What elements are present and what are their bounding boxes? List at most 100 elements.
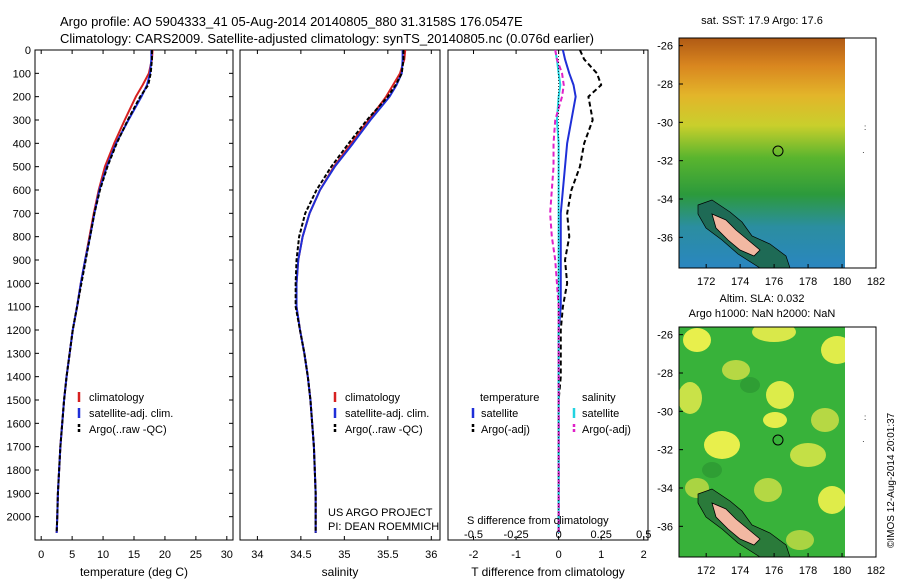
salinity-plot: 34 34.5 35 35.5 36 (251, 49, 437, 561)
lon-tick-label: 172 (697, 276, 715, 288)
x-tick-label: 25 (190, 549, 202, 561)
sla-blob (763, 412, 787, 428)
lat-tick-label: -30 (657, 117, 673, 129)
sla-map: Altim. SLA: 0.032 Argo h1000: NaN h2000:… (678, 293, 897, 558)
x-tick-label: 10 (97, 549, 109, 561)
lat-tick-label: -28 (657, 79, 673, 91)
series-line-satellite-adj-clim- (295, 50, 404, 533)
lat-tick-label: -30 (657, 406, 673, 418)
lon-tick-label: 182 (867, 565, 885, 577)
lon-tick-label: 174 (731, 565, 749, 577)
sla-blob (786, 530, 814, 550)
island-dots: : (864, 123, 866, 132)
x-tick-label: 0 (38, 549, 44, 561)
series-line-satellite-temperature- (557, 49, 577, 533)
sla-blob (683, 328, 711, 352)
x-tick-label: 20 (159, 549, 171, 561)
y-tick-label: 1300 (7, 348, 31, 360)
legend-label-climatology: climatology (345, 392, 401, 404)
lon-tick-label: 178 (799, 276, 817, 288)
legend-label-argo-sal: Argo(-adj) (582, 424, 631, 436)
lon-tick-label: 182 (867, 276, 885, 288)
sla-blob (740, 377, 760, 393)
sla-field (679, 327, 845, 557)
lat-tick-label: -34 (657, 194, 673, 206)
difference-plot: -2 -1 0 1 2 -0.5 -0.25 0 0.25 0.5 (464, 49, 651, 561)
x-tick-label: 1 (598, 549, 604, 561)
x-tick-label: 35.5 (377, 549, 398, 561)
legend-label-satellite-sal: satellite (582, 408, 619, 420)
legend-label-satellite-temp: satellite (481, 408, 518, 420)
x-tick-label: 35 (338, 549, 350, 561)
lon-tick-label: 172 (697, 565, 715, 577)
lat-tick-label: -26 (657, 330, 673, 342)
x-tick-label: -2 (469, 549, 479, 561)
sla-title-line1: Altim. SLA: 0.032 (720, 293, 805, 305)
sla-blob (704, 431, 740, 459)
lon-tick-label: 176 (765, 276, 783, 288)
difference-legend: temperature satellite Argo(-adj) salinit… (467, 392, 631, 527)
sla-blob (821, 336, 845, 364)
y-tick-label: 1800 (7, 465, 31, 477)
sst-map-title: sat. SST: 17.9 Argo: 17.6 (701, 15, 823, 27)
x-tick-label: 30 (221, 549, 233, 561)
salinity-axis-label: salinity (322, 565, 359, 579)
argo-location-marker (772, 145, 784, 157)
y-tick-label: 1900 (7, 488, 31, 500)
lat-tick-label: -34 (657, 483, 673, 495)
x-tick-label: 34.5 (290, 549, 311, 561)
lat-tick-label: -26 (657, 41, 673, 53)
argo-location-marker (772, 434, 784, 446)
sla-blob (766, 381, 794, 409)
legend-title-salinity: salinity (582, 392, 616, 404)
y-tick-label: 1200 (7, 325, 31, 337)
x-tick-label: 34 (251, 549, 263, 561)
y-tick-label: 1600 (7, 418, 31, 430)
sst-coast (697, 199, 791, 268)
s-tick-label: 0 (556, 529, 562, 541)
s-tick-label: -0.5 (464, 529, 483, 541)
series-line-argo-adj-temperature- (557, 49, 603, 533)
salinity-legend: climatology satellite-adj. clim. Argo(..… (328, 392, 439, 533)
y-tick-label: 1700 (7, 442, 31, 454)
sst-shelf (697, 199, 791, 268)
island-dots: · (862, 437, 865, 446)
island-dots: : (864, 413, 866, 422)
x-tick-label: 5 (69, 549, 75, 561)
lat-tick-label: -32 (657, 156, 673, 168)
y-tick-label: 100 (13, 68, 31, 80)
temperature-axis-label: temperature (deg C) (80, 565, 188, 579)
series-line-argo-adj-salinity- (549, 49, 565, 533)
lon-tick-label: 180 (833, 565, 851, 577)
sla-land (711, 502, 761, 546)
sla-map-axes: 172 174 176 178 180 182 -26 -28 -30 -32 -34 -36 (657, 330, 885, 577)
s-tick-label: 0.5 (636, 529, 651, 541)
sla-shelf (697, 488, 791, 557)
lon-tick-label: 176 (765, 565, 783, 577)
y-tick-label: 800 (13, 232, 31, 244)
temperature-legend: climatology satellite-adj. clim. Argo(..… (77, 392, 173, 436)
legend-label-climatology: climatology (89, 392, 145, 404)
sla-map-frame (678, 326, 877, 558)
s-tick-label: 0.25 (590, 529, 611, 541)
x-tick-label: 36 (425, 549, 437, 561)
sst-map-frame (678, 37, 877, 269)
y-tick-label: 400 (13, 138, 31, 150)
sst-field (679, 38, 845, 268)
y-tick-label: 1100 (7, 302, 31, 314)
lat-tick-label: -32 (657, 445, 673, 457)
y-tick-label: 900 (13, 255, 31, 267)
sst-map: sat. SST: 17.9 Argo: 17.6 : · (678, 15, 877, 269)
legend-label-argo: Argo(..raw -QC) (345, 424, 423, 436)
legend-label-argo-temp: Argo(-adj) (481, 424, 530, 436)
y-tick-label: 0 (25, 45, 31, 57)
y-tick-label: 300 (13, 115, 31, 127)
sla-blob (679, 382, 702, 414)
island-dots: · (862, 148, 865, 157)
legend-label-satellite: satellite-adj. clim. (345, 408, 429, 420)
legend-title-temperature: temperature (480, 392, 539, 404)
series-line-climatology (295, 49, 407, 533)
sla-blob (790, 443, 826, 467)
sla-title-line2: Argo h1000: NaN h2000: NaN (689, 308, 836, 320)
